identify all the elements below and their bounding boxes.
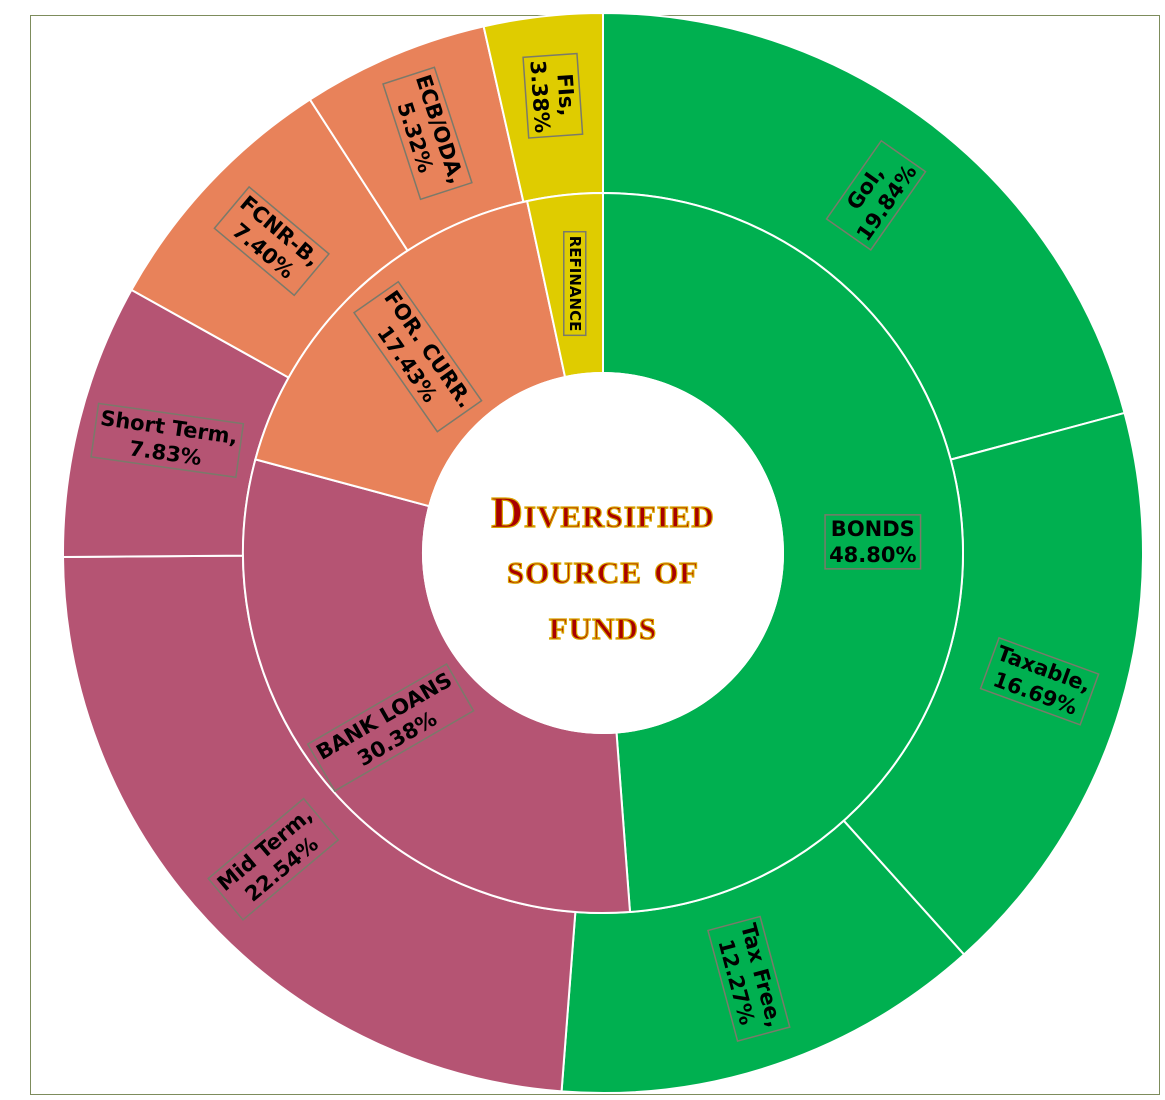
chart-title: Diversified [491, 488, 715, 537]
chart-title: funds [549, 600, 657, 649]
rings [62, 11, 1144, 1094]
segment-value: 3.38% [525, 60, 554, 134]
chart-title: source of [507, 544, 699, 593]
segment-label: REFINANCE [563, 230, 587, 337]
label-box [707, 915, 791, 1042]
center-hole [422, 372, 784, 734]
label-box [824, 514, 922, 570]
label-box [382, 66, 473, 201]
label-box [825, 139, 927, 251]
segment-name: REFINANCE [566, 236, 584, 332]
label-box [207, 797, 340, 921]
segment-value: 48.80% [829, 543, 916, 567]
label-box [90, 402, 245, 479]
segment-name: FIs, [552, 73, 579, 117]
label-box [213, 185, 330, 297]
label-box [352, 280, 483, 433]
segment-name: BONDS [831, 517, 915, 541]
label-box [979, 636, 1100, 726]
label-box [522, 52, 584, 139]
label-box [563, 230, 587, 337]
segment-label: FIs,3.38% [522, 52, 584, 139]
label-box [306, 662, 475, 792]
